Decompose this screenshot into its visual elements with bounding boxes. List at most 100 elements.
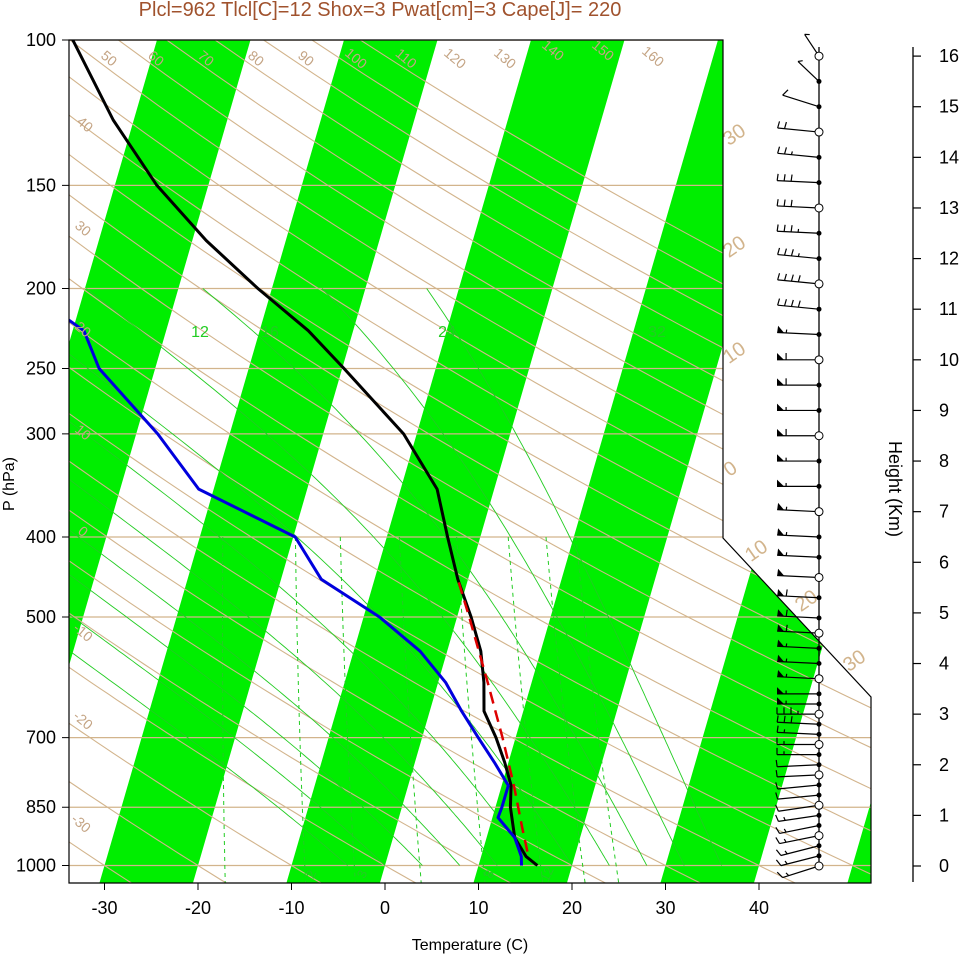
wind-level-marker xyxy=(816,382,822,388)
wind-barb xyxy=(775,804,820,812)
wind-level-marker xyxy=(814,674,824,684)
dry-adiabat-label: 160 xyxy=(639,43,667,70)
wind-barb xyxy=(777,121,820,133)
wind-level-marker xyxy=(816,701,822,707)
wind-level-marker xyxy=(814,770,824,780)
isotherm-label: 30 xyxy=(72,217,94,239)
height-tick-label: 15 xyxy=(939,97,959,117)
wind-level-marker xyxy=(816,792,822,798)
height-tick-label: 14 xyxy=(939,147,959,167)
wind-barb xyxy=(777,247,820,260)
y-tick-label: 150 xyxy=(26,175,56,195)
height-tick-label: 16 xyxy=(939,46,959,66)
wind-level-marker xyxy=(814,127,824,137)
y-tick-label: 400 xyxy=(26,527,56,547)
wind-level-marker xyxy=(816,615,822,621)
height-tick-label: 11 xyxy=(939,299,958,319)
wind-barb xyxy=(776,707,819,715)
dry-adiabat-label: 80 xyxy=(245,47,267,69)
wind-level-marker xyxy=(816,306,822,312)
wind-barb xyxy=(777,624,820,634)
temperature-band xyxy=(69,40,251,883)
wind-barb xyxy=(775,759,820,768)
dry-adiabat-label: 90 xyxy=(295,47,317,69)
dry-adiabat-line xyxy=(69,40,871,883)
dry-adiabat-label: 50 xyxy=(98,47,120,69)
wind-barb xyxy=(776,173,820,184)
dry-adiabat-line xyxy=(69,40,871,883)
wind-barb xyxy=(776,747,819,756)
height-tick-label: 7 xyxy=(939,502,949,522)
wind-level-marker xyxy=(816,645,822,651)
y-tick-label: 500 xyxy=(26,607,56,627)
dry-adiabat-label: 120 xyxy=(441,45,469,72)
wind-level-marker xyxy=(816,78,822,84)
wind-level-marker xyxy=(816,812,822,818)
wind-level-marker xyxy=(816,721,822,727)
moist-adiabats xyxy=(69,288,723,866)
mixing-ratio-line xyxy=(339,536,356,883)
wind-barb xyxy=(775,792,820,800)
height-tick-label: 13 xyxy=(939,198,959,218)
wind-barb xyxy=(777,273,820,285)
wind-level-marker xyxy=(814,203,824,213)
moist-adiabat-line xyxy=(69,288,573,866)
wind-barb xyxy=(777,669,820,680)
wind-level-marker xyxy=(814,507,824,517)
moist-adiabat-line xyxy=(202,288,648,866)
wind-barb xyxy=(777,353,819,361)
y-tick-label: 200 xyxy=(26,279,56,299)
isotherm-label: 30 xyxy=(719,120,750,151)
wind-level-marker xyxy=(816,483,822,489)
wind-barb xyxy=(777,428,819,437)
x-tick-label: -20 xyxy=(185,898,211,918)
mixing-ratio-line xyxy=(294,536,307,883)
moist-adiabat-line xyxy=(69,288,386,866)
dry-adiabat-line xyxy=(69,40,417,883)
wind-barb xyxy=(777,146,820,158)
wind-level-marker xyxy=(816,154,822,160)
wind-level-marker xyxy=(816,661,822,667)
x-tick-label: 30 xyxy=(655,898,675,918)
wind-level-marker xyxy=(814,279,824,289)
wind-barb xyxy=(775,835,820,845)
dry-adiabat-line xyxy=(69,40,227,883)
y-tick-label: 1000 xyxy=(16,856,56,876)
wind-level-marker xyxy=(814,740,824,750)
dry-adiabat-line xyxy=(69,40,871,883)
wind-level-marker xyxy=(814,431,824,441)
wind-barb xyxy=(775,845,820,857)
height-tick-label: 2 xyxy=(939,755,949,775)
dry-adiabat-line xyxy=(69,40,796,883)
wind-level-marker xyxy=(816,554,822,560)
wind-barb xyxy=(776,737,819,746)
temperature-profile xyxy=(71,40,539,867)
dry-adiabats xyxy=(69,40,871,883)
moist-adiabat-line xyxy=(69,288,535,866)
wind-level-marker xyxy=(814,355,824,365)
height-tick-label: 4 xyxy=(939,654,949,674)
wind-level-marker xyxy=(816,458,822,464)
y-tick-label: 250 xyxy=(26,359,56,379)
wind-level-marker xyxy=(816,534,822,540)
moist-adiabat-line xyxy=(69,288,461,866)
mixing-ratio-label: 12 xyxy=(537,864,557,883)
mixing-ratio-line xyxy=(222,536,226,883)
moist-adiabat-line xyxy=(426,288,723,866)
wind-level-marker xyxy=(816,752,822,758)
dry-adiabat-line xyxy=(69,40,871,883)
isotherm-label: 30 xyxy=(839,646,870,677)
wind-level-marker xyxy=(814,800,824,810)
isotherm-label: -30 xyxy=(68,811,94,836)
wind-level-marker xyxy=(816,104,822,110)
height-tick-label: 10 xyxy=(939,350,959,370)
plot-border xyxy=(68,39,872,884)
x-tick-label: 10 xyxy=(468,898,488,918)
wind-barb xyxy=(777,528,820,538)
wind-barb xyxy=(776,224,820,234)
height-tick-label: 6 xyxy=(939,552,949,572)
wind-level-marker xyxy=(814,709,824,719)
wind-barb xyxy=(777,403,819,412)
wind-level-marker xyxy=(814,831,824,841)
